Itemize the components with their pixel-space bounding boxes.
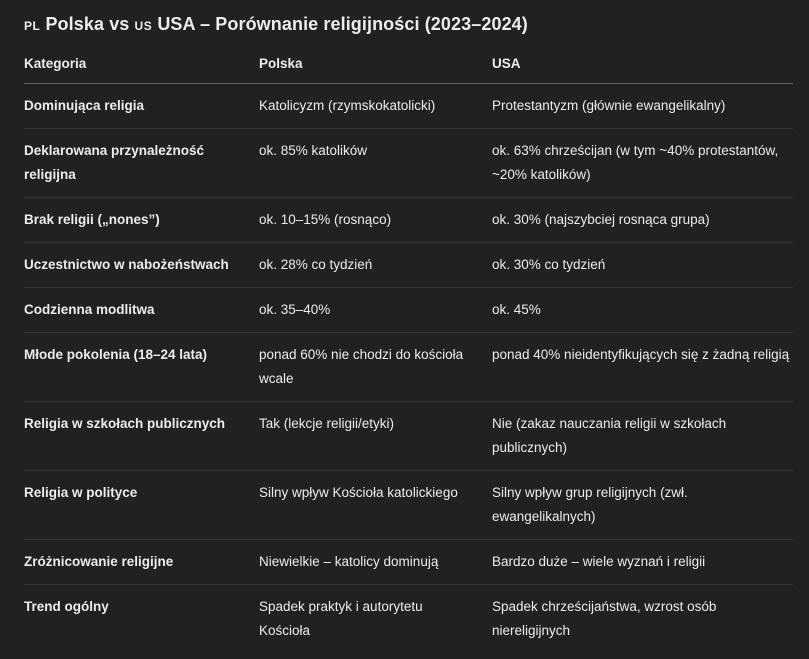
polska-cell: Silny wpływ Kościoła katolickiego xyxy=(259,470,492,540)
title-text-usa: USA – Porównanie religijności (2023–2024… xyxy=(157,14,528,34)
usa-cell: Spadek chrześcijaństwa, wzrost osób nier… xyxy=(492,599,717,638)
category-cell: Dominująca religia xyxy=(24,83,259,129)
category-cell: Religia w polityce xyxy=(24,470,259,540)
polska-cell: ok. 28% co tydzień xyxy=(259,242,492,288)
column-header-usa: USA xyxy=(492,44,793,84)
table-row: Trend ogólny Spadek praktyk i autorytetu… xyxy=(24,585,793,654)
polska-cell: Katolicyzm (rzymskokatolicki) xyxy=(259,83,492,129)
column-header-kategoria: Kategoria xyxy=(24,44,259,84)
category-cell: Religia w szkołach publicznych xyxy=(24,401,259,471)
table-row: Dominująca religia Katolicyzm (rzymskoka… xyxy=(24,83,793,129)
table-row: Deklarowana przynależność religijna ok. … xyxy=(24,128,793,198)
usa-cell: ponad 40% nieidentyfikujących się z żadn… xyxy=(492,332,793,402)
polska-cell: Niewielkie – katolicy dominują xyxy=(259,539,492,585)
polska-cell: Spadek praktyk i autorytetu Kościoła xyxy=(259,599,423,638)
table-row: Zróżnicowanie religijne Niewielkie – kat… xyxy=(24,539,793,585)
category-cell: Uczestnictwo w nabożeństwach xyxy=(24,242,259,288)
polska-cell: ok. 85% katolików xyxy=(259,128,492,198)
table-row: Codzienna modlitwa ok. 35–40% ok. 45% xyxy=(24,287,793,333)
polska-cell: ponad 60% nie chodzi do kościoła wcale xyxy=(259,332,492,402)
column-header-polska: Polska xyxy=(259,44,492,84)
table-row: Młode pokolenia (18–24 lata) ponad 60% n… xyxy=(24,332,793,402)
polska-cell: ok. 35–40% xyxy=(259,287,492,333)
usa-flag-icon: US xyxy=(134,19,153,33)
usa-cell: ok. 30% (najszybciej rosnąca grupa) xyxy=(492,197,793,243)
category-cell: Zróżnicowanie religijne xyxy=(24,539,259,585)
table-row: Brak religii („nones”) ok. 10–15% (rosną… xyxy=(24,197,793,243)
table-header-row: Kategoria Polska USA xyxy=(24,44,793,84)
category-cell: Trend ogólny xyxy=(24,599,109,614)
table-row: Uczestnictwo w nabożeństwach ok. 28% co … xyxy=(24,242,793,288)
category-cell: Młode pokolenia (18–24 lata) xyxy=(24,332,259,402)
religion-comparison-table: Kategoria Polska USA Dominująca religia … xyxy=(24,44,793,653)
polska-cell: ok. 10–15% (rosnąco) xyxy=(259,197,492,243)
polska-cell: Tak (lekcje religii/etyki) xyxy=(259,401,492,471)
category-cell: Brak religii („nones”) xyxy=(24,197,259,243)
table-row: Religia w szkołach publicznych Tak (lekc… xyxy=(24,401,793,471)
usa-cell: Protestantyzm (głównie ewangelikalny) xyxy=(492,83,793,129)
usa-cell: ok. 30% co tydzień xyxy=(492,242,793,288)
table-row: Religia w polityce Silny wpływ Kościoła … xyxy=(24,470,793,540)
title-text-poland: Polska vs xyxy=(45,14,130,34)
usa-cell: Nie (zakaz nauczania religii w szkołach … xyxy=(492,401,793,471)
usa-cell: ok. 45% xyxy=(492,287,793,333)
category-cell: Deklarowana przynależność religijna xyxy=(24,128,259,198)
usa-cell: Silny wpływ grup religijnych (zwł. ewang… xyxy=(492,470,793,540)
usa-cell: ok. 63% chrześcijan (w tym ~40% protesta… xyxy=(492,128,793,198)
page-title: PL Polska vs US USA – Porównanie religij… xyxy=(24,10,793,40)
usa-cell: Bardzo duże – wiele wyznań i religii xyxy=(492,539,793,585)
category-cell: Codzienna modlitwa xyxy=(24,287,259,333)
poland-flag-icon: PL xyxy=(24,19,41,33)
